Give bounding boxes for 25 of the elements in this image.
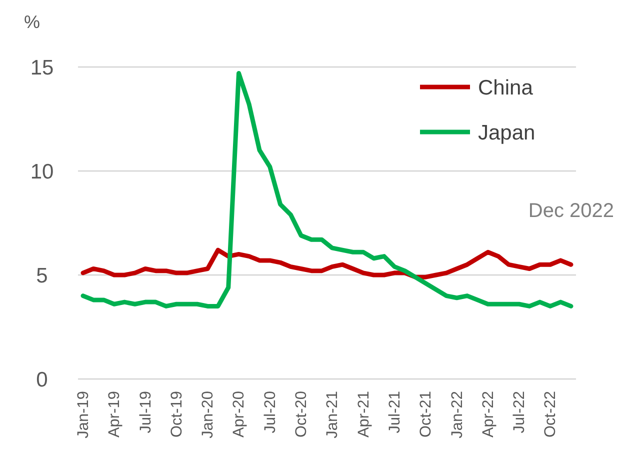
x-tick-label: Jul-20 xyxy=(262,390,279,434)
annotation: Dec 2022 xyxy=(528,200,614,222)
legend-label: Japan xyxy=(478,121,536,144)
x-tick-label: Jan-21 xyxy=(324,391,342,438)
legend-label: China xyxy=(478,76,534,100)
line-series xyxy=(80,248,574,280)
x-tick-label: Jul-21 xyxy=(386,391,404,434)
x-tick-label: Jan-20 xyxy=(200,390,217,438)
x-tick-label: Apr-19 xyxy=(106,391,124,438)
x-tick-label: Oct-21 xyxy=(418,391,435,438)
y-tick-label: 0 xyxy=(36,368,48,392)
x-tick-label: Apr-22 xyxy=(480,391,497,438)
x-tick-label: Oct-19 xyxy=(168,391,186,438)
x-tick-label: Oct-22 xyxy=(542,391,560,438)
x-tick-label: Apr-21 xyxy=(355,391,372,438)
x-tick-label: Jul-19 xyxy=(137,391,154,434)
x-tick-label: Oct-20 xyxy=(293,390,310,438)
y-tick-label: 15 xyxy=(30,56,54,80)
x-tick-label: Apr-20 xyxy=(230,390,248,438)
x-tick-label: Jul-22 xyxy=(511,391,528,434)
y-tick-label: 5 xyxy=(36,264,48,288)
x-tick-label: Jan-22 xyxy=(448,391,466,438)
y-tick-label: 10 xyxy=(30,160,54,184)
x-tick-label: Jan-19 xyxy=(75,391,92,438)
y-axis-title: % xyxy=(24,12,40,32)
